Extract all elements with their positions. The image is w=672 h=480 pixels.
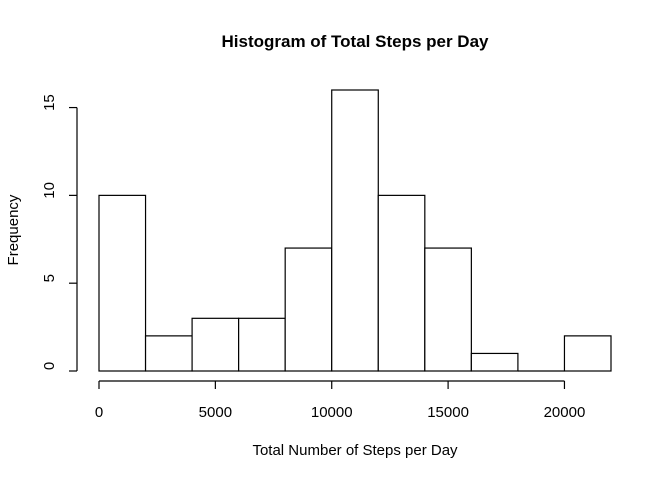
x-tick-label: 15000 bbox=[427, 404, 469, 421]
histogram-bar bbox=[191, 317, 240, 372]
y-tick-label: 5 bbox=[41, 274, 58, 282]
x-axis-label: Total Number of Steps per Day bbox=[252, 442, 458, 459]
histogram-bar bbox=[284, 247, 333, 372]
bars-group bbox=[98, 89, 612, 372]
y-tick-label: 0 bbox=[41, 362, 58, 370]
histogram-bar bbox=[563, 335, 612, 372]
histogram-bar bbox=[470, 352, 519, 372]
x-tick-label: 10000 bbox=[311, 404, 353, 421]
x-axis: 0 5000 10000 15000 20000 bbox=[95, 380, 586, 421]
x-tick-label: 20000 bbox=[544, 404, 586, 421]
y-tick-label: 10 bbox=[41, 182, 58, 199]
x-tick-label: 5000 bbox=[199, 404, 232, 421]
y-tick-label: 15 bbox=[41, 94, 58, 111]
histogram-bar bbox=[424, 247, 472, 372]
chart-title: Histogram of Total Steps per Day bbox=[221, 32, 489, 51]
y-axis: 0 5 10 15 bbox=[41, 94, 78, 372]
histogram-bar bbox=[238, 317, 286, 372]
y-axis-label: Frequency bbox=[5, 194, 22, 265]
histogram-bar bbox=[98, 194, 147, 372]
histogram-bar bbox=[377, 194, 426, 372]
histogram-bar bbox=[144, 335, 193, 372]
x-tick-label: 0 bbox=[95, 404, 103, 421]
histogram-bar bbox=[331, 89, 379, 372]
